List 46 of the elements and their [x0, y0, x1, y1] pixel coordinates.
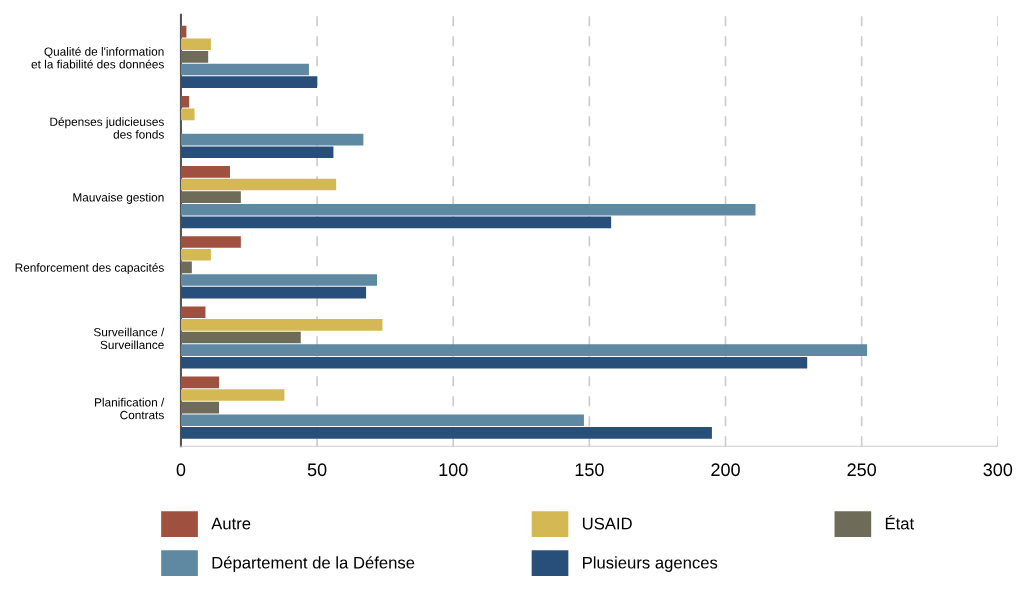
bar: [180, 248, 211, 261]
bar: [180, 344, 868, 356]
bar: [180, 216, 612, 229]
legend-label: Département de la Défense: [212, 556, 415, 572]
y-tick-label: Qualité de l'information et la fiabilité des données: [31, 46, 164, 69]
bar: [180, 166, 230, 178]
x-tick-label: 150: [575, 463, 604, 477]
y-tick-label: Mauvaise gestion: [73, 192, 164, 204]
x-tick-label: 50: [307, 463, 327, 477]
bar: [180, 376, 220, 389]
bar: [180, 401, 220, 414]
legend-label: Autre: [211, 517, 251, 530]
bar: [180, 286, 367, 299]
bar: [180, 146, 334, 159]
bar: [180, 389, 285, 401]
bar: [180, 331, 301, 344]
bar: [180, 51, 209, 63]
y-tick-label: Planification / Contrats: [95, 397, 165, 420]
bar: [180, 356, 808, 369]
y-tick-label: Surveillance / Surveillance: [93, 327, 165, 350]
bar: [180, 95, 190, 108]
bar: [180, 63, 309, 76]
bar: [180, 427, 712, 439]
y-tick-label: Dépenses judicieuses des fonds: [50, 117, 164, 139]
x-tick-label: 0: [176, 463, 186, 477]
x-tick-label: 200: [711, 463, 740, 477]
bar: [180, 38, 211, 51]
bar: [180, 178, 337, 191]
bar: [180, 414, 584, 427]
legend-label: USAID: [582, 517, 632, 530]
bar: [180, 306, 206, 319]
x-tick-label: 100: [439, 463, 468, 477]
bar: [180, 236, 241, 248]
x-tick-label: 250: [847, 463, 877, 477]
x-tick-label: 300: [983, 463, 1013, 477]
bar: [180, 191, 241, 203]
y-tick-label: Renforcement des capacités: [15, 262, 164, 275]
bar: [180, 261, 192, 274]
bar: [180, 133, 364, 146]
bar: [180, 108, 195, 121]
bar: [180, 76, 318, 88]
bar: [180, 203, 756, 216]
legend-label: État: [885, 514, 915, 530]
bar: [180, 319, 383, 331]
legend-label: Plusieurs agences: [583, 556, 718, 572]
bar: [180, 274, 377, 286]
